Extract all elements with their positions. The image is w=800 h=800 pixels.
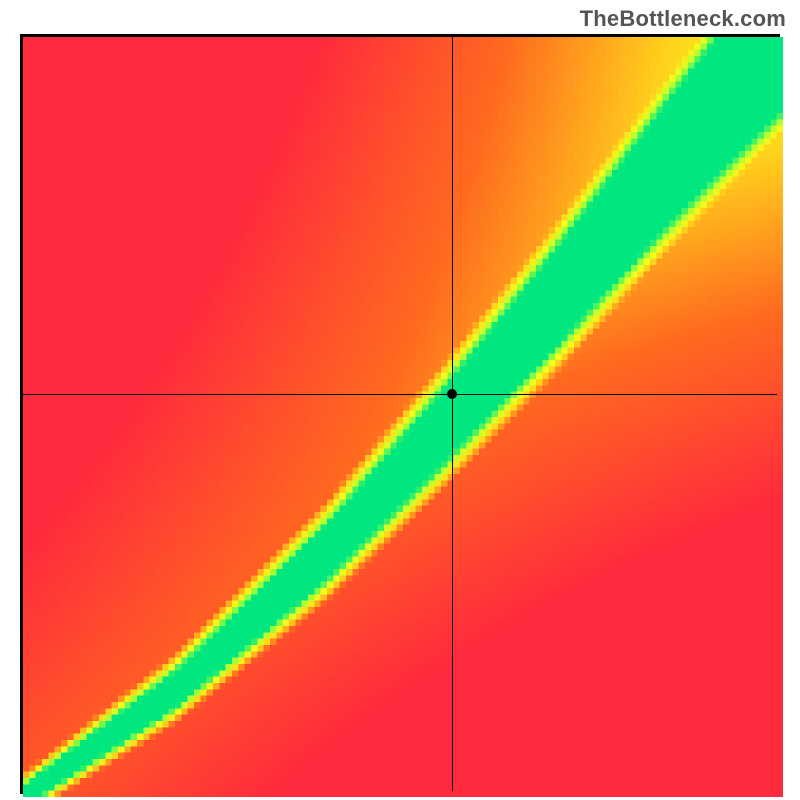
plot-area — [20, 34, 780, 794]
crosshair-vertical — [452, 37, 453, 791]
chart-container: TheBottleneck.com — [0, 0, 800, 800]
heatmap-canvas — [23, 37, 783, 797]
crosshair-marker — [447, 389, 457, 399]
watermark-text: TheBottleneck.com — [580, 6, 786, 32]
crosshair-horizontal — [23, 394, 777, 395]
